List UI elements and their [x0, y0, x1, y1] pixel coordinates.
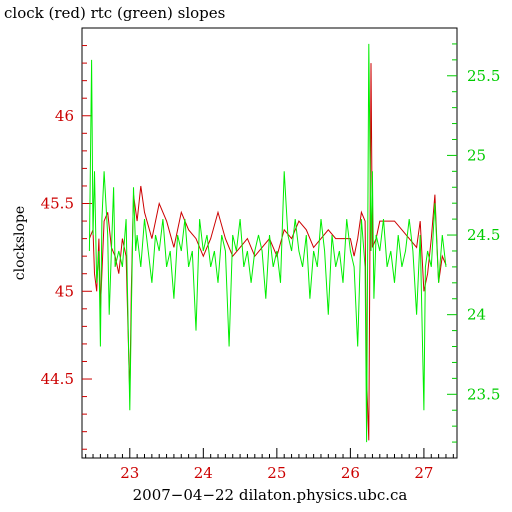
series-rtc-line: [88, 43, 447, 443]
chart-title: clock (red) rtc (green) slopes: [4, 4, 225, 22]
x-tick-label: 27: [414, 464, 433, 482]
y-right-tick-label: 24.5: [467, 226, 500, 244]
y-left-tick-label: 46: [55, 107, 74, 125]
y-left-tick-label: 44.5: [41, 370, 74, 388]
x-tick-label: 24: [194, 464, 213, 482]
y-right-tick-label: 23.5: [467, 385, 500, 403]
x-axis-label: 2007−04−22 dilaton.physics.ubc.ca: [133, 486, 408, 504]
x-tick-label: 25: [267, 464, 286, 482]
series-layer: [88, 43, 447, 443]
y-right-tick-label: 24: [467, 306, 486, 324]
y-left-tick-label: 45: [55, 282, 74, 300]
x-tick-label: 23: [120, 464, 139, 482]
y-axis-label: clockslope: [12, 206, 28, 280]
series-clock-line: [88, 63, 447, 441]
y-left-tick-label: 45.5: [41, 195, 74, 213]
ticks-layer: 23 24 25 26 27 44.5 45 45.5 46 23.5 24 24.5 25 25.5: [41, 43, 500, 482]
y-right-tick-label: 25: [467, 146, 486, 164]
x-tick-label: 26: [341, 464, 360, 482]
y-right-tick-label: 25.5: [467, 67, 500, 85]
